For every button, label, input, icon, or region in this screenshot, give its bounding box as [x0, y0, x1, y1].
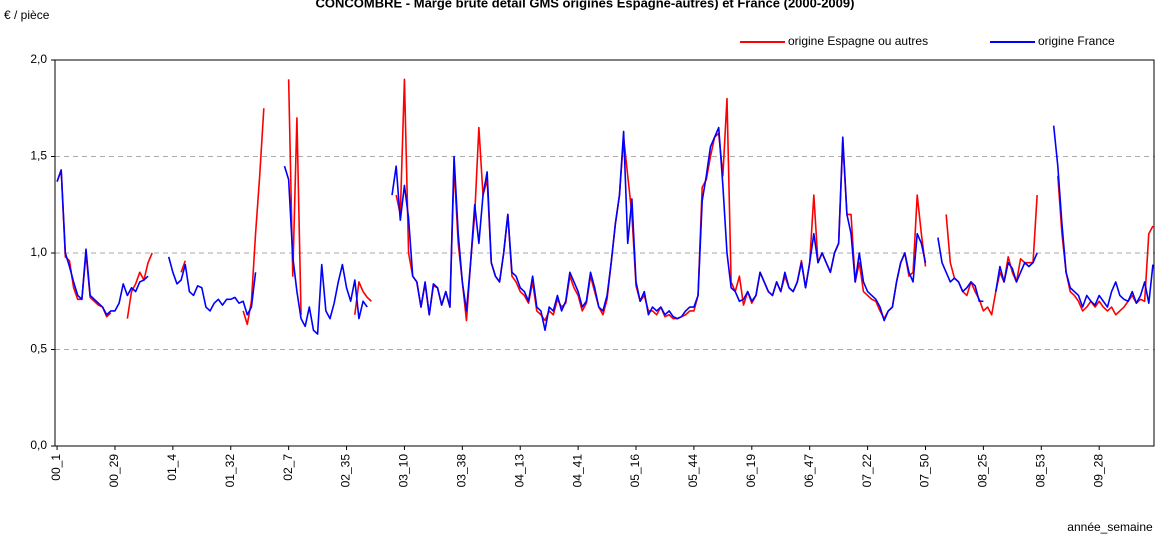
series-line [56, 78, 1154, 326]
x-tick-label: 06_47 [802, 454, 816, 488]
x-tick-label: 05_16 [628, 454, 642, 488]
y-axis-label: € / pièce [4, 8, 50, 22]
y-tick-label: 1,5 [30, 149, 47, 163]
x-tick-label: 08_25 [976, 454, 990, 488]
x-tick-label: 06_19 [744, 454, 758, 488]
chart-title: CONCOMBRE - Marge brute détail GMS origi… [316, 0, 855, 10]
legend-label: origine Espagne ou autres [788, 34, 928, 48]
x-tick-label: 09_28 [1091, 454, 1105, 488]
plot-frame [54, 59, 1155, 447]
x-tick-label: 01_4 [165, 454, 179, 481]
legend-label: origine France [1038, 34, 1115, 48]
series-line [56, 125, 1154, 335]
x-tick-label: 04_41 [570, 454, 584, 488]
y-tick-label: 1,0 [30, 245, 47, 259]
x-axis-label: année_semaine [1067, 520, 1153, 534]
x-tick-label: 07_22 [860, 454, 874, 488]
x-tick-label: 00_1 [49, 454, 63, 481]
x-tick-label: 08_53 [1033, 454, 1047, 488]
x-tick-label: 01_32 [223, 454, 237, 488]
x-tick-label: 03_10 [397, 454, 411, 488]
x-tick-label: 05_44 [686, 454, 700, 488]
x-tick-label: 03_38 [455, 454, 469, 488]
y-tick-label: 0,0 [30, 438, 47, 452]
y-tick-label: 0,5 [30, 342, 47, 356]
x-tick-label: 02_7 [281, 454, 295, 481]
x-tick-label: 02_35 [339, 454, 353, 488]
x-tick-label: 04_13 [512, 454, 526, 488]
y-tick-label: 2,0 [30, 52, 47, 66]
x-tick-label: 00_29 [107, 454, 121, 488]
x-tick-label: 07_50 [918, 454, 932, 488]
